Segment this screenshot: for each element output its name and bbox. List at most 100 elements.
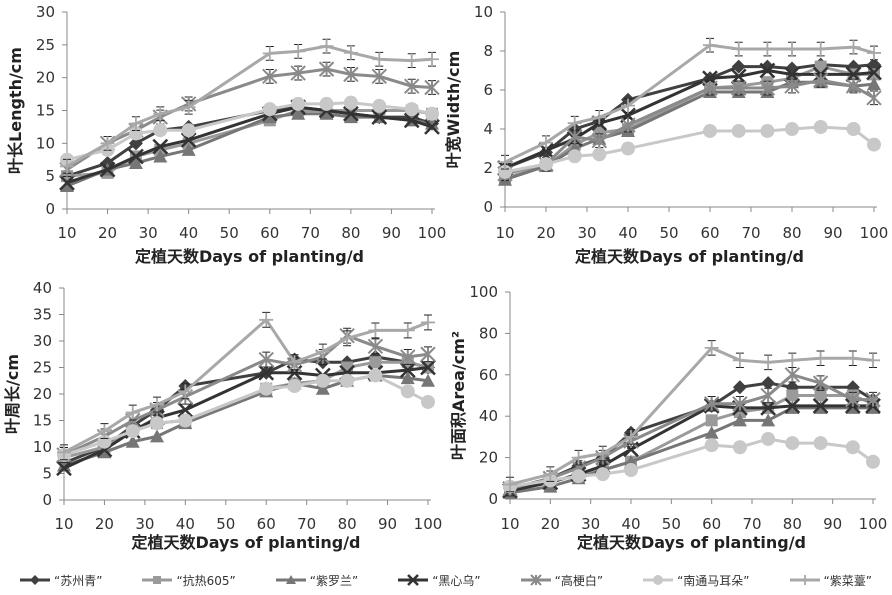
data-point (812, 375, 829, 391)
data-point (128, 148, 144, 165)
x-tick-label: 10 (54, 515, 73, 533)
data-point (400, 349, 416, 365)
data-point (150, 416, 165, 431)
data-point (503, 477, 517, 492)
data-point (595, 467, 610, 482)
y-tick-label: 35 (33, 306, 52, 324)
data-point (704, 340, 719, 355)
data-point (730, 68, 747, 85)
data-point (125, 424, 140, 439)
data-point (760, 387, 776, 404)
data-point (620, 117, 636, 133)
data-point (258, 364, 275, 381)
x-tick-label: 80 (782, 224, 801, 242)
y-tick-label: 80 (479, 324, 498, 342)
series-line (63, 373, 429, 457)
series-3 (57, 368, 435, 472)
data-point (421, 373, 435, 387)
x-tick-label: 70 (741, 224, 760, 242)
data-point (567, 116, 582, 131)
data-point (125, 405, 140, 420)
data-point (367, 338, 384, 355)
y-tick-label: 20 (33, 385, 52, 403)
series-7 (60, 38, 439, 174)
data-point (812, 72, 829, 88)
data-point (178, 413, 193, 428)
data-point (814, 389, 827, 402)
legend-item: “黑心乌” (398, 572, 481, 589)
data-point (784, 66, 800, 83)
y-tick-label: 0 (483, 198, 493, 216)
x-tick-label: 30 (581, 515, 600, 533)
x-tick-label: 70 (297, 515, 316, 533)
legend-item: “高梗白” (520, 572, 603, 589)
data-point (812, 397, 829, 414)
x-tick-label: 40 (618, 224, 637, 242)
data-point (866, 353, 880, 368)
data-point (287, 379, 302, 394)
legend-label: “紫罗兰” (309, 573, 359, 588)
data-point (153, 149, 168, 163)
data-point (424, 119, 440, 135)
data-point (404, 102, 419, 117)
data-point (867, 137, 881, 152)
data-point (178, 384, 193, 399)
legend-label: “南通马耳朵” (677, 573, 750, 588)
data-point (760, 400, 777, 416)
series-line (66, 112, 433, 188)
data-point (845, 440, 860, 455)
data-point (153, 123, 168, 138)
series-7 (503, 340, 880, 493)
data-point (846, 40, 861, 55)
y-tick-label: 0 (42, 491, 52, 509)
data-point (368, 323, 383, 338)
y-tick-label: 4 (483, 120, 493, 138)
triangle-marker-icon (275, 575, 306, 584)
x-tick-label: 90 (378, 515, 397, 533)
data-point (262, 102, 277, 117)
data-point (761, 376, 776, 391)
data-point (128, 126, 143, 141)
data-point (368, 368, 383, 383)
series-7 (498, 37, 881, 170)
data-point (315, 373, 330, 388)
data-point (498, 155, 512, 170)
x-tick-label: 90 (823, 224, 842, 242)
series-6 (498, 120, 881, 179)
data-point (291, 44, 306, 59)
data-point (404, 78, 420, 94)
data-point (404, 53, 419, 68)
data-point (420, 359, 436, 376)
legend-item: “南通马耳朵” (643, 572, 750, 589)
y-tick-label: 40 (33, 279, 52, 297)
x-tick-label: 70 (742, 515, 761, 533)
data-point (785, 436, 800, 451)
data-point (262, 110, 277, 124)
data-point (150, 397, 165, 412)
data-point (784, 367, 801, 383)
x-tick-label: 50 (662, 515, 681, 533)
data-point (403, 112, 420, 129)
x-tick-label: 40 (621, 515, 640, 533)
data-point (400, 384, 415, 399)
data-point (400, 323, 415, 338)
data-point (786, 389, 799, 402)
y-tick-label: 6 (483, 81, 493, 99)
data-point (814, 60, 827, 73)
y-tick-label: 20 (479, 449, 498, 467)
data-point (621, 141, 635, 156)
x-tick-label: 70 (301, 224, 320, 242)
x-tick-label: 20 (541, 515, 560, 533)
legend-label: “苏州青” (54, 573, 103, 588)
series-6 (57, 368, 435, 462)
data-point (591, 132, 608, 149)
legend-label: “抗热605” (176, 573, 236, 588)
data-point (258, 351, 274, 368)
x-tick-label: 50 (220, 224, 239, 242)
x-tick-label: 30 (135, 515, 154, 533)
data-point (845, 351, 860, 366)
data-point (784, 397, 801, 414)
x-axis-label: 定植天数Days of planting/d (134, 247, 364, 266)
x-tick-label: 30 (577, 224, 596, 242)
data-point (319, 96, 334, 111)
